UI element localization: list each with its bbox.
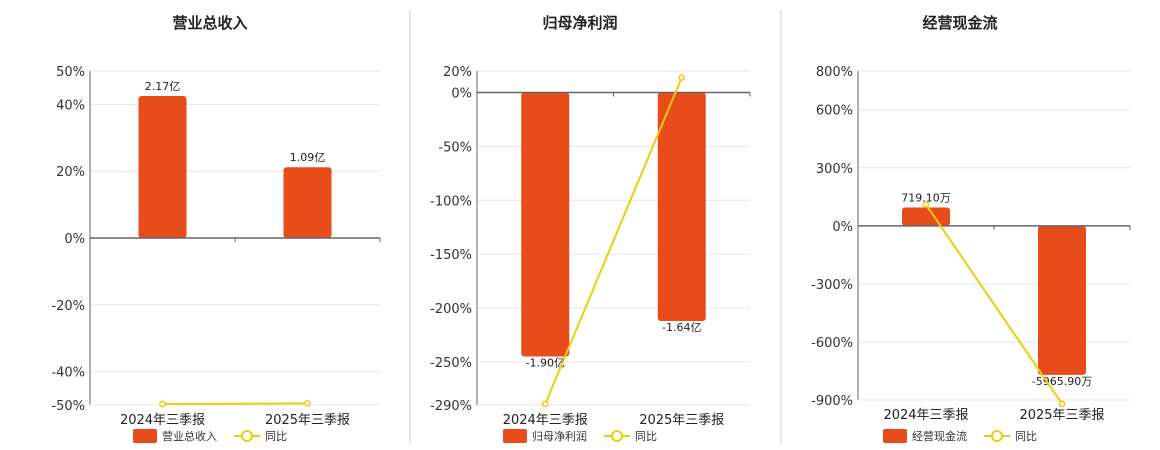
y-tick-label: 20%	[443, 65, 472, 80]
y-tick-label: 50%	[56, 65, 85, 80]
x-category-label: 2025年三季报	[639, 413, 724, 428]
y-tick-label: -290%	[430, 399, 472, 414]
chart-title: 经营现金流	[922, 14, 997, 32]
bar	[902, 207, 950, 226]
yoy-point	[541, 400, 549, 408]
y-tick-label: -900%	[811, 394, 853, 409]
y-tick-label: 0%	[451, 87, 472, 102]
bar	[283, 167, 332, 238]
legend-bar-label: 经营现金流	[912, 429, 967, 443]
bar-data-label: 1.09亿	[290, 151, 326, 164]
y-tick-label: 300%	[816, 162, 853, 177]
yoy-line	[162, 402, 308, 405]
bar	[521, 92, 570, 357]
y-tick-label: 0%	[832, 220, 853, 235]
chart-1: 营业总收入 -50% -40% -20% 0% 20% 40% 50% 2.17亿 1.09亿 20…	[51, 14, 381, 443]
bar-data-label: 719.10万	[901, 191, 951, 204]
chart-2: 归母净利润 -290% -250% -200% -150% -100% -50% 0% 20% -…	[430, 14, 751, 443]
bar	[657, 92, 706, 321]
y-tick-label: -50%	[51, 399, 85, 414]
y-tick-label: -20%	[51, 299, 85, 314]
chart-title: 营业总收入	[172, 14, 247, 32]
y-tick-label: 20%	[56, 165, 85, 180]
bar	[1038, 225, 1086, 375]
bar-data-label: -5965.90万	[1032, 375, 1092, 388]
legend-line-marker	[241, 430, 253, 442]
x-category-label: 2024年三季报	[120, 413, 205, 428]
y-tick-label: -300%	[811, 278, 853, 293]
yoy-line	[925, 203, 1063, 405]
chart-3: 经营现金流 -900% -600% -300% 0% 300% 600% 800% 719.10…	[811, 14, 1131, 443]
legend-bar-label: 营业总收入	[162, 429, 217, 443]
bar-data-label: 2.17亿	[145, 80, 181, 93]
yoy-line	[544, 77, 683, 405]
yoy-point	[678, 74, 686, 81]
y-tick-label: -40%	[51, 366, 85, 381]
yoy-point	[922, 201, 930, 208]
chart-title: 归母净利润	[542, 14, 617, 32]
y-tick-label: 40%	[56, 98, 85, 113]
y-tick-label: 0%	[64, 232, 85, 247]
legend: 归母净利润 同比	[503, 429, 657, 443]
legend-bar-swatch	[133, 429, 157, 443]
legend-line-label: 同比	[1015, 430, 1037, 443]
legend-bar-swatch	[883, 429, 907, 443]
y-tick-label: -600%	[811, 336, 853, 351]
y-tick-label: -100%	[430, 194, 472, 209]
legend-line-marker	[991, 430, 1003, 442]
y-tick-label: -200%	[430, 302, 472, 317]
legend-bar-label: 归母净利润	[532, 429, 587, 443]
bar-data-label: -1.64亿	[662, 321, 701, 334]
y-tick-label: -50%	[438, 140, 472, 155]
y-tick-label: -250%	[430, 356, 472, 371]
bar-data-label: -1.90亿	[526, 357, 565, 370]
yoy-point	[1058, 400, 1066, 408]
x-category-label: 2024年三季报	[883, 408, 968, 423]
x-category-label: 2024年三季报	[503, 413, 588, 428]
yoy-point	[304, 399, 311, 407]
bar	[138, 96, 187, 238]
legend: 营业总收入 同比	[133, 429, 287, 443]
yoy-point	[159, 400, 166, 408]
legend-bar-swatch	[503, 429, 527, 443]
y-tick-label: -150%	[430, 248, 472, 263]
legend-line-label: 同比	[265, 430, 287, 443]
x-category-label: 2025年三季报	[265, 413, 350, 428]
legend-line-label: 同比	[635, 430, 657, 443]
legend-line-marker	[611, 430, 623, 442]
x-category-label: 2025年三季报	[1019, 408, 1104, 423]
legend: 经营现金流 同比	[883, 429, 1037, 443]
y-tick-label: 600%	[816, 104, 853, 119]
y-tick-label: 800%	[816, 65, 853, 80]
